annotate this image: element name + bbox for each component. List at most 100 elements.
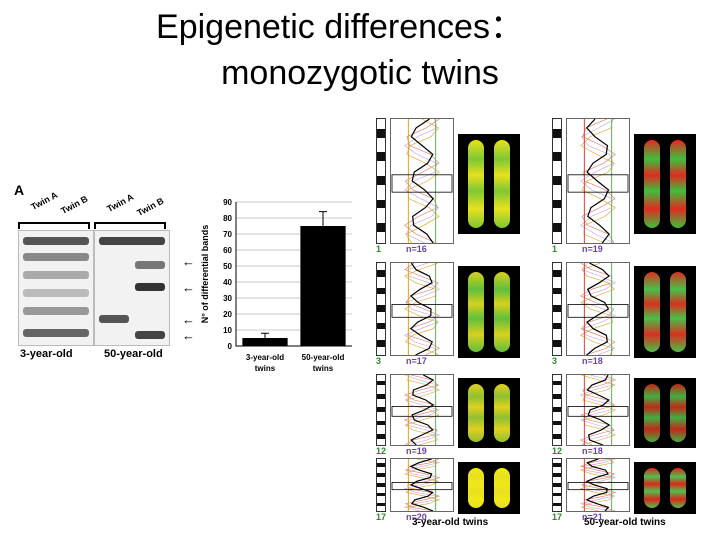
- ideogram-band: [377, 199, 385, 209]
- profile-row: 3 n=18: [534, 262, 710, 370]
- chromosome-ideogram: [376, 374, 386, 446]
- gel-band: [23, 253, 89, 261]
- gel-band: [23, 307, 89, 315]
- fluorescence-image: [634, 266, 696, 358]
- y-tick-label: 0: [228, 342, 233, 351]
- chromosome-ideogram: [552, 458, 562, 512]
- chromosome-ideogram: [376, 118, 386, 244]
- ideogram-band: [377, 128, 385, 138]
- arrow-left-icon: ←: [182, 312, 195, 327]
- ideogram-band: [377, 463, 385, 467]
- slide-title: Epigenetic differences： monozygotic twin…: [0, 4, 680, 96]
- y-tick-label: 90: [223, 198, 232, 207]
- x-tick-label: 3-year-old: [246, 353, 284, 362]
- fluorescence-image: [458, 462, 520, 514]
- highlight-box: [567, 481, 629, 491]
- gel-band: [23, 237, 89, 245]
- profile-trace: [403, 374, 439, 446]
- chromosome-ideogram: [552, 262, 562, 356]
- profile-trace: [410, 118, 435, 244]
- profile-trace: [579, 374, 617, 446]
- panel-letter: A: [14, 182, 25, 198]
- profile-row: 12 n=19: [358, 374, 534, 460]
- n-count-label: n=18: [582, 446, 603, 456]
- y-tick-label: 50: [223, 262, 232, 271]
- lane-label: Twin B: [59, 193, 90, 216]
- chromosome-shape: [644, 384, 660, 442]
- ideogram-band: [553, 420, 561, 426]
- intensity-profile: [390, 118, 454, 244]
- profile-row: 12 n=18: [534, 374, 710, 460]
- gel-50-year-old: [94, 230, 170, 346]
- y-tick-label: 40: [223, 278, 232, 287]
- arrow-left-icon: ←: [182, 328, 195, 343]
- gel-band: [135, 261, 165, 269]
- group-caption: 3-year-old twins: [412, 517, 489, 528]
- chromosome-ideogram: [376, 262, 386, 356]
- profile-row: 1 n=19: [534, 118, 710, 258]
- profile-trace: [404, 262, 440, 356]
- chromosome-number: 1: [376, 244, 382, 254]
- ideogram-band: [377, 420, 385, 426]
- ideogram-band: [553, 322, 561, 330]
- chromosome-number: 3: [552, 356, 558, 366]
- lane-label: Twin A: [105, 191, 136, 214]
- highlight-box: [391, 481, 453, 491]
- intensity-profile: [566, 374, 630, 446]
- chromosome-number: 12: [552, 446, 563, 456]
- ideogram-band: [377, 322, 385, 330]
- chromosome-shape: [468, 384, 484, 442]
- chromosome-shape: [670, 272, 686, 352]
- fluorescence-image: [458, 378, 520, 448]
- ideogram-band: [553, 473, 561, 477]
- n-count-label: n=17: [406, 356, 427, 366]
- profile-trace: [579, 262, 615, 356]
- profile-trace: [580, 262, 616, 356]
- intensity-profile: [390, 262, 454, 356]
- gel-caption: 3-year-old: [20, 348, 73, 360]
- ideogram-band: [553, 492, 561, 497]
- bar: [300, 226, 346, 346]
- gel-band: [23, 329, 89, 337]
- chromosome-shape: [494, 468, 510, 508]
- profile-trace: [410, 374, 435, 446]
- y-tick-label: 10: [223, 326, 232, 335]
- profile-trace: [405, 118, 440, 244]
- ideogram-band: [553, 152, 561, 162]
- intensity-profile: [566, 458, 630, 512]
- ideogram-band: [377, 176, 385, 185]
- profile-trace: [404, 262, 440, 356]
- profile-trace: [404, 118, 439, 244]
- ideogram-band: [553, 393, 561, 399]
- chromosome-shape: [468, 272, 484, 352]
- ideogram-band: [377, 492, 385, 497]
- fluorescence-image: [458, 266, 520, 358]
- ideogram-band: [377, 305, 385, 312]
- group-caption: 50-year-old twins: [584, 517, 666, 528]
- lane-bracket: [18, 222, 90, 230]
- n-count-label: n=19: [406, 446, 427, 456]
- chromosome-shape: [494, 140, 510, 228]
- fluorescence-image: [634, 378, 696, 448]
- ideogram-band: [553, 482, 561, 487]
- x-tick-label: 50-year-old: [302, 353, 345, 362]
- gel-band: [99, 315, 129, 323]
- profile-trace: [586, 374, 611, 446]
- n-count-label: n=21: [582, 512, 603, 522]
- chromosome-shape: [494, 272, 510, 352]
- gel-band: [23, 289, 89, 297]
- chromosome-ideogram: [552, 374, 562, 446]
- profile-trace: [409, 458, 434, 512]
- ideogram-band: [377, 223, 385, 232]
- gel-caption: 50-year-old: [104, 348, 163, 360]
- gel-band: [99, 237, 165, 245]
- highlight-box: [391, 406, 453, 417]
- ideogram-band: [377, 287, 385, 295]
- ideogram-band: [553, 270, 561, 277]
- y-tick-label: 60: [223, 246, 232, 255]
- chromosome-ideogram: [376, 458, 386, 512]
- lane-label: Twin B: [135, 195, 166, 218]
- chromosome-shape: [644, 140, 660, 228]
- ideogram-band: [377, 433, 385, 439]
- n-count-label: n=18: [582, 356, 603, 366]
